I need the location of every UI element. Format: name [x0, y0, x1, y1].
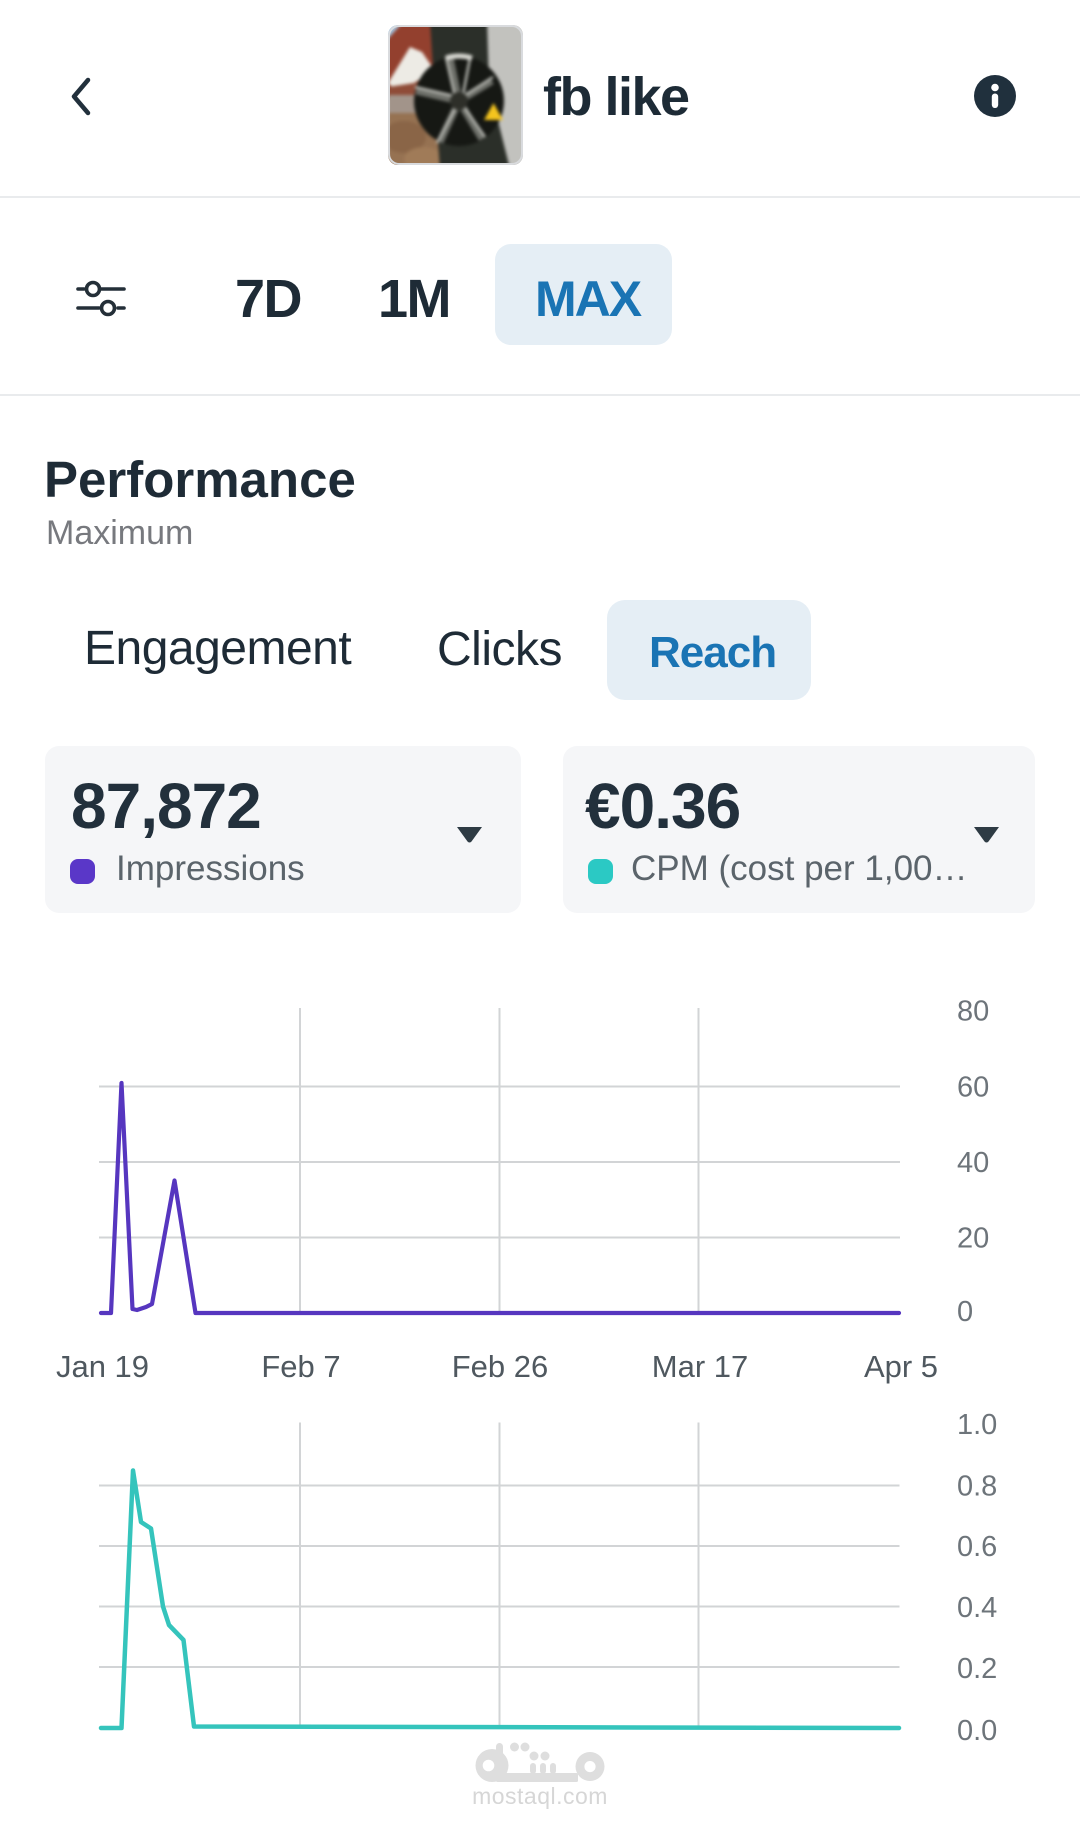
svg-text:1.0: 1.0 — [957, 1409, 997, 1441]
svg-text:60: 60 — [957, 1072, 989, 1104]
svg-text:Feb 26: Feb 26 — [452, 1349, 549, 1384]
svg-text:40: 40 — [957, 1147, 989, 1179]
svg-text:Feb 7: Feb 7 — [261, 1349, 340, 1384]
svg-text:0.2: 0.2 — [957, 1653, 997, 1685]
svg-text:0: 0 — [957, 1296, 973, 1328]
svg-text:Apr 5: Apr 5 — [864, 1349, 938, 1384]
svg-text:0.4: 0.4 — [957, 1592, 997, 1624]
svg-text:0.6: 0.6 — [957, 1531, 997, 1563]
svg-text:Mar 17: Mar 17 — [652, 1349, 748, 1384]
svg-text:80: 80 — [957, 996, 989, 1028]
svg-text:0.0: 0.0 — [957, 1715, 997, 1747]
svg-text:20: 20 — [957, 1223, 989, 1255]
svg-text:Jan 19: Jan 19 — [56, 1349, 149, 1384]
svg-text:0.8: 0.8 — [957, 1471, 997, 1503]
